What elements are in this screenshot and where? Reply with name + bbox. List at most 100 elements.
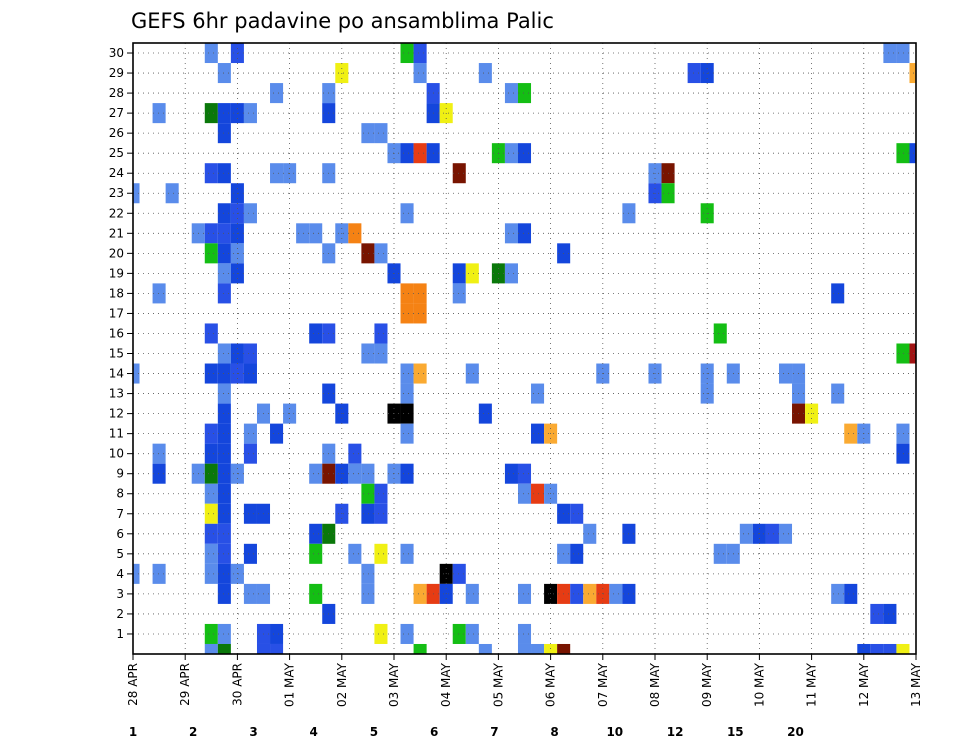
heatmap-cell — [270, 423, 284, 444]
heatmap-cell — [270, 83, 284, 104]
heatmap-cell — [243, 423, 257, 444]
heatmap-cell — [309, 523, 323, 544]
heatmap-cell — [517, 83, 532, 104]
heatmap-cell — [270, 643, 284, 654]
heatmap-cell — [413, 583, 427, 604]
heatmap-cell — [478, 643, 492, 654]
heatmap-cell — [452, 563, 466, 584]
heatmap-cell — [517, 483, 532, 504]
colorbar-label: 6 — [430, 725, 438, 739]
heatmap-cell — [478, 63, 492, 84]
colorbar-label: 3 — [249, 725, 257, 739]
heatmap-cell — [413, 283, 427, 304]
heatmap-cell — [204, 43, 218, 64]
heatmap-cell — [348, 443, 362, 464]
y-tick-label: 29 — [109, 66, 124, 80]
heatmap-cell — [896, 643, 910, 654]
heatmap-cell — [217, 503, 231, 524]
heatmap-cell — [452, 263, 466, 284]
x-tick-label: 03 MAY — [387, 662, 401, 707]
heatmap-cell — [896, 143, 910, 164]
heatmap-cell — [739, 523, 753, 544]
heatmap-cell — [217, 523, 231, 544]
heatmap-cell — [374, 323, 388, 344]
heatmap-cell — [452, 163, 466, 184]
heatmap-cell — [374, 123, 388, 144]
heatmap-cell — [531, 483, 545, 504]
heatmap-cell — [765, 523, 779, 544]
heatmap-cell — [204, 563, 218, 584]
heatmap-cell — [883, 643, 897, 654]
heatmap-cell — [217, 563, 231, 584]
heatmap-cell — [243, 543, 257, 564]
heatmap-cell — [204, 363, 218, 384]
heatmap-cell — [413, 43, 427, 64]
heatmap-cell — [374, 503, 388, 524]
heatmap-cell — [217, 643, 231, 654]
heatmap-cell — [309, 323, 323, 344]
x-tick-label: 10 MAY — [752, 662, 766, 707]
x-tick-label: 30 APR — [230, 663, 244, 706]
chart-title: GEFS 6hr padavine po ansamblima Palic — [131, 9, 554, 33]
heatmap-cell — [400, 283, 414, 304]
heatmap-cell — [713, 323, 727, 344]
heatmap-cell — [413, 63, 427, 84]
heatmap-cell — [831, 583, 845, 604]
heatmap-cell — [778, 363, 793, 384]
y-tick-label: 3 — [116, 587, 124, 601]
heatmap-cell — [517, 223, 532, 244]
colorbar-label: 10 — [606, 725, 623, 739]
heatmap-cell — [531, 383, 545, 404]
x-tick-label: 07 MAY — [596, 662, 610, 707]
heatmap-cell — [557, 643, 571, 654]
heatmap-cell — [909, 343, 916, 364]
colorbar-label: 4 — [310, 725, 318, 739]
x-tick-label: 05 MAY — [491, 662, 505, 707]
colorbar-label: 12 — [667, 725, 684, 739]
heatmap-cell — [243, 103, 257, 124]
heatmap-cell — [217, 283, 231, 304]
heatmap-cell — [844, 423, 858, 444]
colorbar-label: 5 — [370, 725, 378, 739]
heatmap-cell — [413, 303, 427, 324]
heatmap-cell — [243, 343, 257, 364]
heatmap-cell — [361, 503, 375, 524]
y-tick-label: 8 — [116, 487, 124, 501]
y-tick-label: 17 — [109, 306, 124, 320]
x-axis: 28 APR 29 APR 30 APR 01 MAY 02 MAY 03 MAY 04 M… — [126, 654, 923, 707]
heatmap-cell — [374, 543, 388, 564]
heatmap-cell — [844, 583, 858, 604]
colorbar-label: 1 — [129, 725, 137, 739]
heatmap-cell — [217, 483, 231, 504]
y-tick-label: 1 — [116, 627, 124, 641]
heatmap-cell — [217, 583, 231, 604]
heatmap-cell — [256, 643, 271, 654]
heatmap-cell — [687, 63, 701, 84]
heatmap-cell — [217, 263, 231, 284]
heatmap-cell — [309, 463, 323, 484]
y-axis: 1234567891011121314151617181920212223242… — [109, 46, 133, 641]
y-tick-label: 7 — [116, 507, 124, 521]
heatmap-cell — [204, 463, 218, 484]
heatmap-cell — [270, 163, 284, 184]
x-tick-label: 08 MAY — [648, 662, 662, 707]
heatmap-cell — [217, 243, 231, 264]
x-tick-label: 29 APR — [178, 663, 192, 706]
x-tick-label: 12 MAY — [857, 662, 871, 707]
heatmap-cell — [374, 343, 388, 364]
heatmap-cell — [243, 203, 257, 224]
x-tick-label: 13 MAY — [909, 662, 923, 707]
heatmap-cell — [204, 103, 218, 124]
heatmap-cell — [361, 343, 375, 364]
heatmap-cell — [413, 143, 427, 164]
heatmap-cell — [217, 543, 231, 564]
heatmap-cell — [133, 183, 140, 204]
heatmap-cell — [465, 583, 479, 604]
heatmap-cell — [204, 503, 218, 524]
heatmap-cell — [452, 623, 466, 644]
heatmap-cell — [896, 43, 910, 64]
heatmap-cell — [270, 623, 284, 644]
y-tick-label: 6 — [116, 527, 124, 541]
heatmap-cell — [361, 123, 375, 144]
heatmap-cell — [204, 223, 218, 244]
